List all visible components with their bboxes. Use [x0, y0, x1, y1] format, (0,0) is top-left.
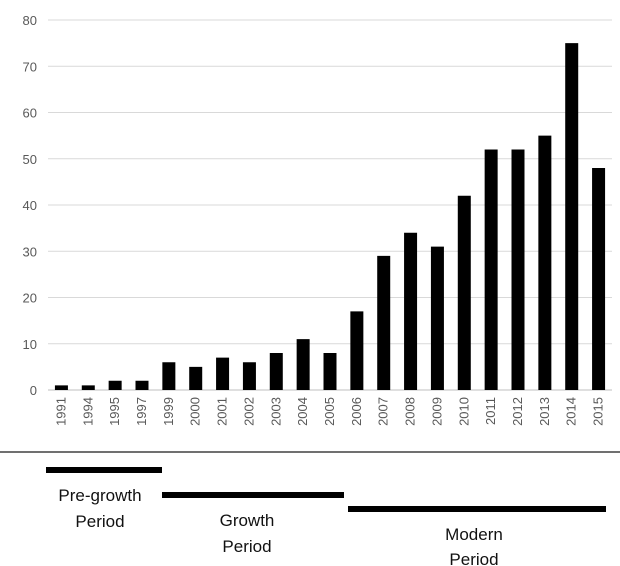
x-tick-label-2002: 2002	[241, 397, 256, 426]
bar-2010	[457, 195, 471, 390]
bar-2006	[350, 311, 364, 390]
x-tick-label-2013: 2013	[537, 397, 552, 426]
x-tick-label-2008: 2008	[403, 397, 418, 426]
bar-1997	[135, 380, 149, 390]
x-tick-label-2012: 2012	[510, 397, 525, 426]
x-tick-label-2011: 2011	[483, 397, 498, 425]
x-tick-label-1991: 1991	[53, 397, 68, 426]
x-tick-label-2015: 2015	[591, 397, 606, 426]
bars	[54, 43, 606, 390]
gridlines	[48, 19, 612, 391]
y-tick-label: 20	[23, 291, 37, 306]
y-axis-tick-labels: 0 10 20 30 40 50 60 70 80	[23, 13, 37, 398]
bar-1991	[54, 385, 68, 390]
x-tick-label-2010: 2010	[456, 397, 471, 426]
period-bar-modern	[348, 506, 606, 512]
bar-2003	[269, 353, 283, 390]
y-tick-label: 50	[23, 152, 37, 167]
bar-1999	[162, 362, 176, 390]
x-tick-label-2006: 2006	[349, 397, 364, 426]
bar-2012	[511, 149, 525, 390]
bar-2014	[565, 43, 579, 390]
bar-2013	[538, 135, 552, 390]
period-pre-growth: Pre-growth Period	[46, 467, 162, 531]
y-tick-label: 60	[23, 106, 37, 121]
x-tick-label-2004: 2004	[295, 397, 310, 426]
period-modern: Modern Period	[348, 506, 606, 566]
bar-2011	[484, 149, 498, 390]
x-tick-label-2007: 2007	[376, 397, 391, 426]
period-bar-pre-growth	[46, 467, 162, 473]
bar-1995	[108, 380, 122, 390]
bar-1994	[81, 385, 95, 390]
period-growth: Growth Period	[162, 492, 344, 556]
bar-2002	[242, 362, 256, 390]
x-tick-label-2000: 2000	[188, 397, 203, 426]
period-label-pre-growth-line1: Pre-growth	[58, 486, 141, 505]
bar-2015	[592, 168, 606, 390]
x-tick-label-1999: 1999	[161, 397, 176, 426]
bar-2005	[323, 353, 337, 390]
bar-2007	[377, 255, 391, 390]
x-tick-label-2003: 2003	[268, 397, 283, 426]
period-label-modern-line1: Modern	[445, 525, 503, 544]
bar-2009	[430, 246, 444, 390]
period-bar-growth	[162, 492, 344, 498]
y-tick-label: 0	[30, 383, 37, 398]
period-label-growth-line2: Period	[222, 537, 271, 556]
x-tick-label-2009: 2009	[429, 397, 444, 426]
y-tick-label: 10	[23, 337, 37, 352]
x-tick-label-1994: 1994	[80, 397, 95, 426]
bar-2000	[189, 366, 203, 390]
y-tick-label: 80	[23, 13, 37, 28]
y-tick-label: 70	[23, 59, 37, 74]
period-label-pre-growth-line2: Period	[75, 512, 124, 531]
x-axis-tick-labels: 1991 1994 1995 1997 1999 2000 2001 2002 2003 2004…	[53, 397, 605, 426]
x-tick-label-2005: 2005	[322, 397, 337, 426]
bar-2008	[404, 232, 418, 390]
x-tick-label-2014: 2014	[564, 397, 579, 426]
x-tick-label-1997: 1997	[134, 397, 149, 426]
x-tick-label-1995: 1995	[107, 397, 122, 426]
bar-2004	[296, 339, 310, 390]
bar-2001	[216, 357, 230, 390]
x-tick-label-2001: 2001	[215, 397, 230, 426]
period-label-growth-line1: Growth	[220, 511, 275, 530]
y-tick-label: 40	[23, 198, 37, 213]
y-tick-label: 30	[23, 244, 37, 259]
period-label-modern-line2: Period	[449, 550, 498, 566]
